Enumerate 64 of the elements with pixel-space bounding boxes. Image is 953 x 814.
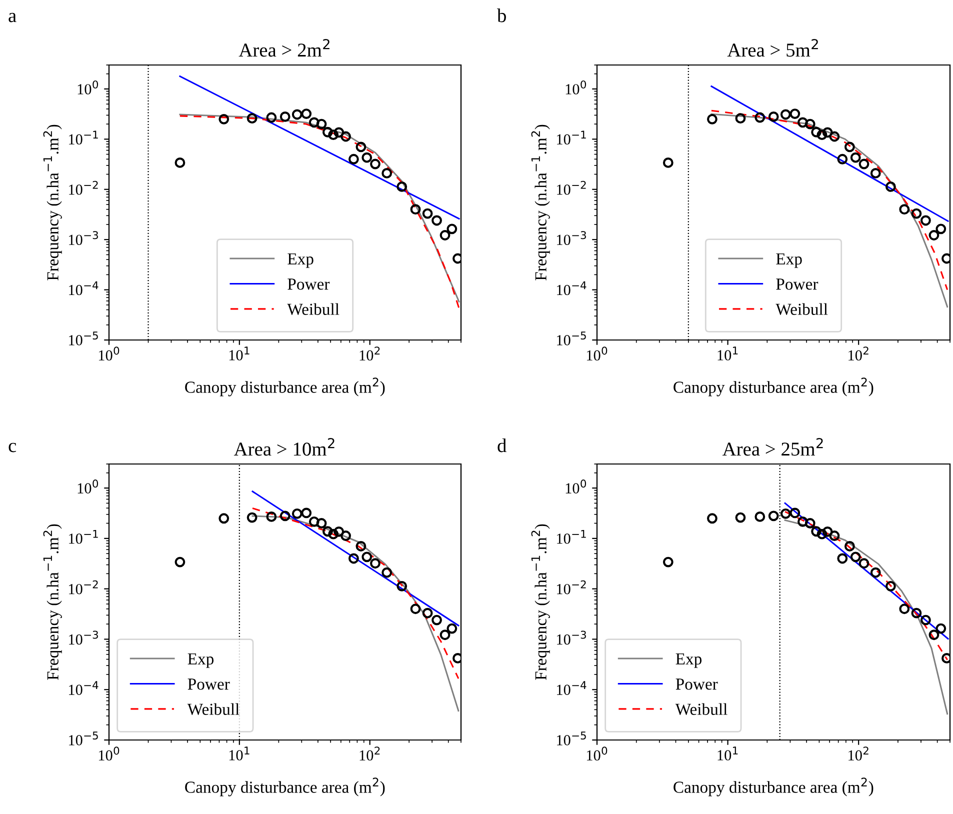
y-axis-title: Frequency (n.ha$^{−1}$.m$^{2}$)	[43, 124, 62, 280]
legend-label: Exp	[288, 253, 314, 268]
x-tick-label: 10$^{2}$	[848, 346, 868, 361]
y-tick-label: 10$^{−3}$	[68, 231, 98, 246]
x-tick-label: 10$^{1}$	[718, 346, 738, 360]
y-tick-label: 10$^{−5}$	[68, 732, 98, 746]
text: c	[8, 442, 16, 452]
y-tick-label: 10$^{−5}$	[556, 332, 586, 346]
y-tick-label: 10$^{−2}$	[68, 580, 98, 594]
x-axis-title: Canopy disturbance area (m$^{2}$)	[674, 378, 874, 396]
chart-title: Area > 2m$^{2}$	[238, 38, 330, 57]
y-tick-label: 10$^{−1}$	[68, 530, 98, 544]
y-tick-label: 10$^{−5}$	[556, 732, 586, 746]
x-axis-title: Canopy disturbance area (m$^{2}$)	[185, 378, 385, 396]
x-tick-label: 10$^{0}$	[586, 746, 608, 761]
x-tick-label: 10$^{0}$	[98, 746, 120, 761]
x-tick-label: 10$^{1}$	[229, 346, 250, 360]
y-tick-label: 10$^{0}$	[566, 480, 586, 494]
x-tick-label: 10$^{0}$	[586, 346, 608, 361]
chart-title: Area > 10m$^{2}$	[234, 438, 334, 456]
y-tick-label: 10$^{−1}$	[68, 130, 98, 145]
legend-label: Weibull	[776, 303, 828, 316]
y-tick-label: 10$^{−4}$	[68, 281, 98, 296]
y-tick-label: 10$^{0}$	[566, 80, 586, 94]
y-tick-label: 10$^{0}$	[78, 480, 98, 494]
x-tick-label: 10$^{1}$	[718, 746, 738, 760]
y-tick-label: 10$^{−4}$	[68, 681, 98, 695]
x-tick-label: 10$^{2}$	[848, 746, 868, 761]
x-axis-title: Canopy disturbance area (m$^{2}$)	[185, 778, 385, 796]
y-tick-label: 10$^{−3}$	[556, 231, 586, 246]
y-tick-label: 10$^{−4}$	[556, 681, 586, 695]
chart-title: Area > 5m$^{2}$	[727, 38, 818, 57]
legend-label: Weibull	[187, 703, 240, 716]
y-tick-label: 10$^{−3}$	[556, 630, 586, 645]
y-axis-title: Frequency (n.ha$^{−1}$.m$^{2}$)	[531, 124, 550, 280]
legend-label: Exp	[776, 253, 802, 268]
legend-label: Power	[288, 278, 330, 290]
text: b	[497, 8, 506, 22]
y-tick-label: 10$^{−3}$	[68, 630, 98, 645]
y-tick-label: 10$^{−1}$	[556, 530, 586, 544]
y-tick-label: 10$^{0}$	[78, 80, 98, 94]
text: d	[498, 438, 506, 452]
chart-title: Area > 25m$^{2}$	[722, 438, 823, 456]
y-tick-label: 10$^{−1}$	[556, 130, 586, 145]
x-tick-label: 10$^{2}$	[360, 746, 380, 761]
x-tick-label: 10$^{2}$	[360, 346, 380, 361]
y-tick-label: 10$^{−2}$	[556, 580, 586, 594]
legend-label: Weibull	[675, 703, 728, 716]
y-axis-title: Frequency (n.ha$^{−1}$.m$^{2}$)	[531, 524, 550, 680]
legend-label: Power	[676, 678, 718, 690]
y-tick-label: 10$^{−2}$	[68, 180, 98, 195]
legend-label: Exp	[676, 653, 702, 668]
legend-label: Power	[188, 678, 230, 690]
y-axis-title: Frequency (n.ha$^{−1}$.m$^{2}$)	[43, 524, 62, 680]
x-tick-label: 10$^{0}$	[98, 346, 120, 361]
y-tick-label: 10$^{−5}$	[68, 332, 98, 346]
text: a	[8, 12, 16, 22]
legend-label: Weibull	[287, 303, 340, 316]
y-tick-label: 10$^{−4}$	[556, 281, 586, 296]
y-tick-label: 10$^{−2}$	[556, 180, 586, 195]
legend-label: Exp	[188, 653, 214, 668]
legend-label: Power	[776, 278, 818, 290]
x-axis-title: Canopy disturbance area (m$^{2}$)	[674, 778, 874, 796]
x-tick-label: 10$^{1}$	[229, 746, 250, 760]
